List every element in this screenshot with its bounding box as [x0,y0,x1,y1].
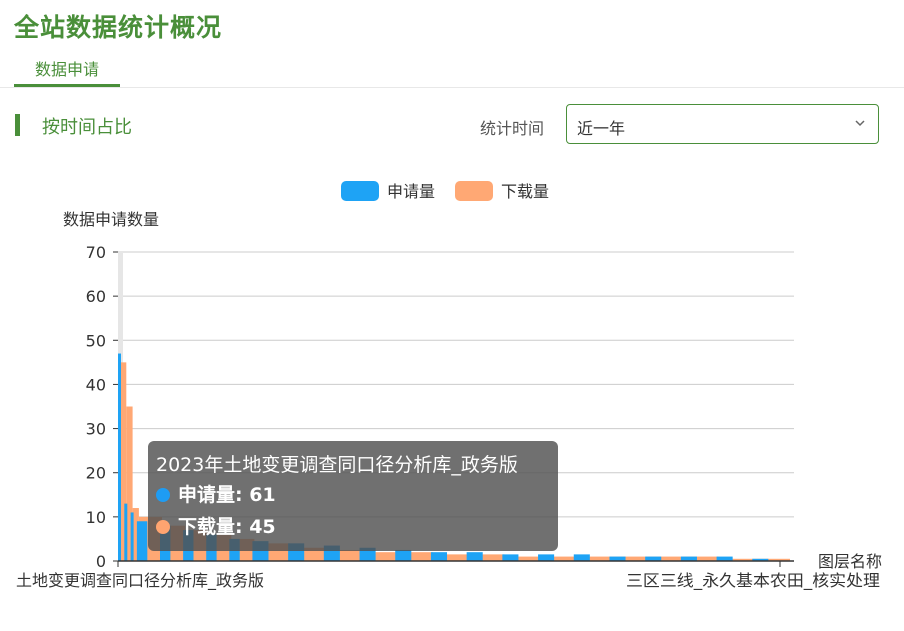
chevron-down-icon [855,120,865,127]
filter-label: 统计时间 [480,119,545,138]
y-tick-label: 10 [86,508,106,527]
y-tick-label: 40 [86,375,106,394]
apply-bar [609,556,626,561]
apply-bar [130,512,134,561]
tooltip-row-apply: 申请量: 61 [156,479,550,511]
download-dot-icon [156,520,170,534]
chart-tooltip: 2023年土地变更调查同口径分析库_政务版 申请量: 61 下载量: 45 [148,441,558,551]
download-bar [361,552,398,561]
download-bar [504,556,541,561]
tooltip-title: 2023年土地变更调查同口径分析库_政务版 [156,454,518,476]
apply-bar [752,558,769,561]
apply-bar [538,554,555,561]
section-marker [15,114,20,136]
download-bar [611,556,648,561]
apply-bar [124,503,128,561]
y-tick-label: 50 [86,331,106,350]
y-tick-label: 70 [86,243,106,262]
download-bar [575,556,612,561]
download-bar [132,508,139,561]
apply-bar [430,552,448,561]
download-bar [325,549,362,561]
download-bar [126,406,133,561]
legend-label: 申请量 [387,182,435,201]
apply-bar [645,556,662,561]
tab-bar: 数据申请 [0,58,904,88]
download-bar [718,558,755,561]
tooltip-download-value: 下载量: 45 [178,516,276,538]
apply-bar [573,554,590,561]
download-bar [540,556,576,561]
y-tick-label: 60 [86,287,106,306]
section-title: 按时间占比 [42,117,132,138]
legend-label: 下载量 [501,182,549,201]
bar-chart: 0 10 20 30 40 50 60 70 土地变更调查同口径分析库_政务版 三区三线_永久基本… [16,181,882,591]
time-range-value: 近一年 [577,119,626,138]
tooltip-row-download: 下载量: 45 [156,511,550,543]
download-bar [397,552,433,561]
y-tick-label: 30 [86,420,106,439]
apply-bar [716,556,733,561]
download-bar [647,556,683,561]
download-bar [682,556,719,561]
time-range-select[interactable]: 近一年 [566,104,879,144]
apply-dot-icon [156,488,170,502]
download-bar [754,558,790,561]
apply-bar [466,552,483,561]
legend-swatch [455,181,493,201]
tooltip-apply-value: 申请量: 61 [178,484,276,506]
download-bar [432,554,469,561]
y-tick-label: 20 [86,464,106,483]
y-axis-title: 数据申请数量 [63,210,159,229]
legend-swatch [341,181,379,201]
download-bar [468,554,505,561]
download-bar [120,362,127,561]
x-tick-label: 三区三线_永久基本农田_核实处理 [626,571,880,591]
apply-bar [118,353,121,561]
page-title: 全站数据统计概况 [14,13,223,42]
apply-bar [680,556,697,561]
x-axis-title: 图层名称 [818,552,882,571]
apply-bar [359,547,376,561]
apply-bar [502,554,519,561]
tab-data-application[interactable]: 数据申请 [14,58,120,87]
y-tick-label: 0 [96,552,106,571]
x-tick-label: 土地变更调查同口径分析库_政务版 [16,571,264,591]
apply-bar [395,549,412,561]
apply-bar [136,521,148,561]
